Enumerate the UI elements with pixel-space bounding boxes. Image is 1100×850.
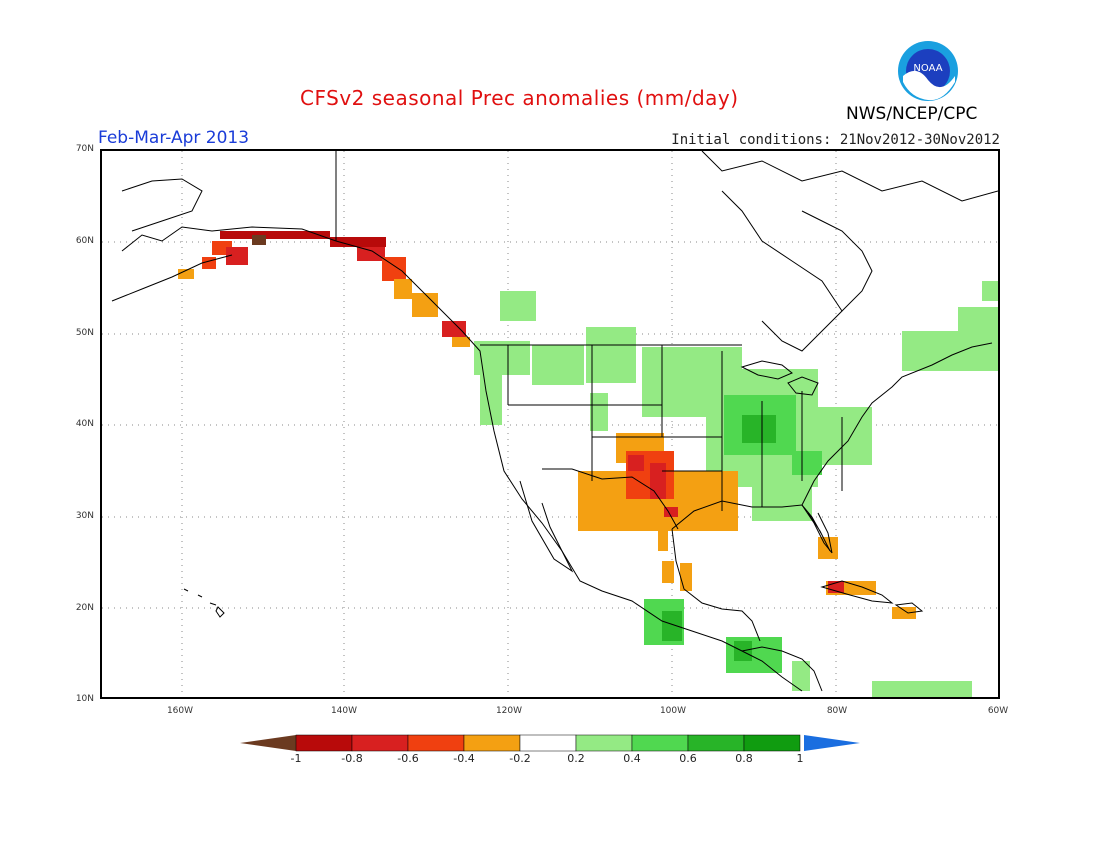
colorbar-cells (295, 734, 801, 752)
colorbar-label: 0.6 (679, 752, 697, 765)
colorbar-label: -0.2 (509, 752, 531, 765)
coastlines (111, 151, 998, 692)
lon-label-60w: 60W (987, 706, 1009, 716)
lat-label-60n: 60N (75, 236, 94, 246)
logo-text: NOAA (913, 63, 942, 74)
colorbar-label: 0.4 (623, 752, 641, 765)
lat-label-20n: 20N (75, 603, 94, 613)
init-conditions-label: Initial conditions: 21Nov2012-30Nov2012 (671, 132, 1000, 148)
season-label: Feb-Mar-Apr 2013 (98, 128, 250, 148)
org-label: NWS/NCEP/CPC (846, 104, 978, 124)
colorbar-cell (631, 734, 689, 752)
noaa-logo: NOAA (897, 40, 959, 102)
colorbar-label: -0.8 (341, 752, 363, 765)
colorbar-label: 0.2 (567, 752, 585, 765)
chart-title: CFSv2 seasonal Prec anomalies (mm/day) (300, 86, 739, 110)
colorbar-label: -0.6 (397, 752, 419, 765)
colorbar-cell (687, 734, 745, 752)
map-panel (100, 149, 1000, 699)
lon-label-160w: 160W (166, 706, 194, 716)
colorbar-label: -1 (290, 752, 302, 765)
lon-label-120w: 120W (495, 706, 523, 716)
colorbar-label: 1 (796, 752, 804, 765)
colorbar-cell (463, 734, 521, 752)
colorbar-cell (519, 734, 577, 752)
colorbar-arrow-high (804, 735, 860, 751)
lon-label-140w: 140W (330, 706, 358, 716)
map-canvas (102, 151, 998, 697)
lat-label-30n: 30N (75, 511, 94, 521)
colorbar-cell (575, 734, 633, 752)
lat-label-40n: 40N (75, 419, 94, 429)
colorbar-label: -0.4 (453, 752, 475, 765)
lat-label-50n: 50N (75, 328, 94, 338)
colorbar-label: 0.8 (735, 752, 753, 765)
colorbar-cell (743, 734, 801, 752)
colorbar (240, 733, 860, 753)
lat-label-70n: 70N (75, 144, 94, 154)
colorbar-cell (351, 734, 409, 752)
lat-label-10n: 10N (75, 694, 94, 704)
lon-label-80w: 80W (826, 706, 848, 716)
colorbar-arrow-low (240, 735, 296, 751)
colorbar-cell (407, 734, 465, 752)
colorbar-cell (295, 734, 353, 752)
anomaly-shading (178, 231, 998, 697)
lon-label-100w: 100W (659, 706, 687, 716)
